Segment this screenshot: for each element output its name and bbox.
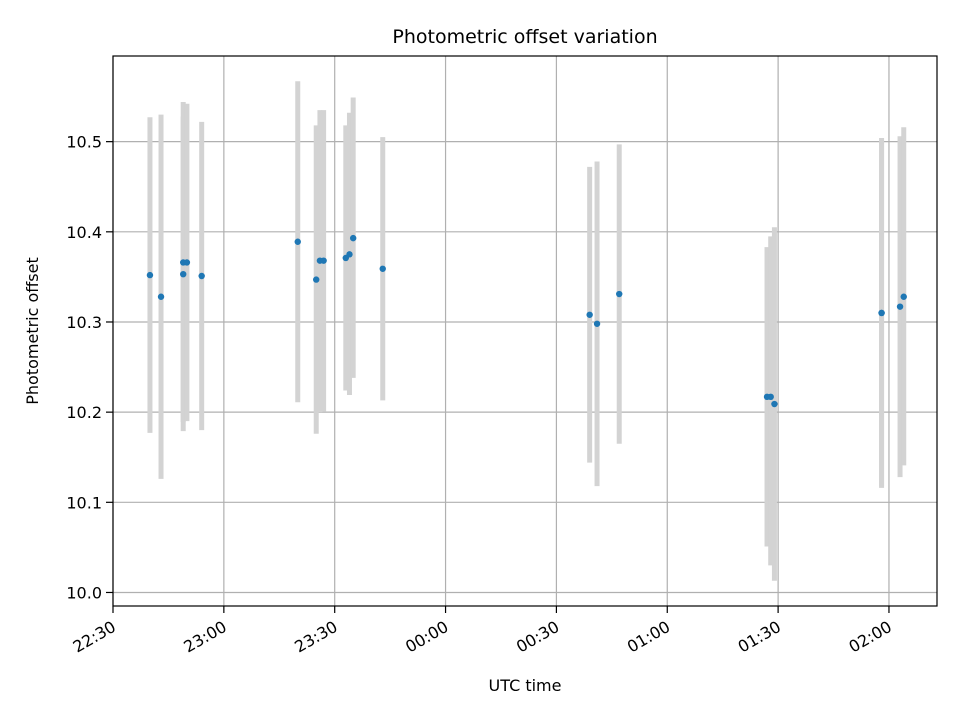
y-tick-label: 10.5 xyxy=(66,133,102,152)
data-point xyxy=(320,257,327,264)
data-point xyxy=(183,259,191,266)
data-point xyxy=(313,276,320,283)
data-point xyxy=(157,293,165,300)
y-tick-label: 10.3 xyxy=(66,313,102,332)
data-points xyxy=(146,234,907,408)
data-point xyxy=(616,290,623,298)
data-point xyxy=(900,293,907,300)
y-tick-label: 10.1 xyxy=(66,493,102,512)
data-point xyxy=(767,393,774,401)
y-axis-label: Photometric offset xyxy=(23,257,42,405)
data-point xyxy=(878,309,885,317)
y-tick-label: 10.4 xyxy=(66,223,102,242)
data-point xyxy=(593,320,601,327)
data-point xyxy=(379,265,386,272)
data-point xyxy=(346,251,353,258)
data-point xyxy=(146,271,154,279)
y-axis-ticks: 10.0 10.1 10.2 10.3 10.4 10.5 xyxy=(66,133,113,602)
y-tick-label: 10.2 xyxy=(66,403,102,422)
data-point xyxy=(771,400,778,408)
data-point xyxy=(198,272,205,280)
chart-title: Photometric offset variation xyxy=(392,26,657,48)
data-point xyxy=(896,303,904,310)
x-axis-label: UTC time xyxy=(489,676,562,695)
y-tick-label: 10.0 xyxy=(66,583,102,602)
data-point xyxy=(180,270,187,278)
data-point xyxy=(349,234,357,242)
grid xyxy=(112,56,937,606)
plot-frame xyxy=(112,55,938,607)
data-point xyxy=(294,238,301,245)
data-point xyxy=(586,311,593,318)
